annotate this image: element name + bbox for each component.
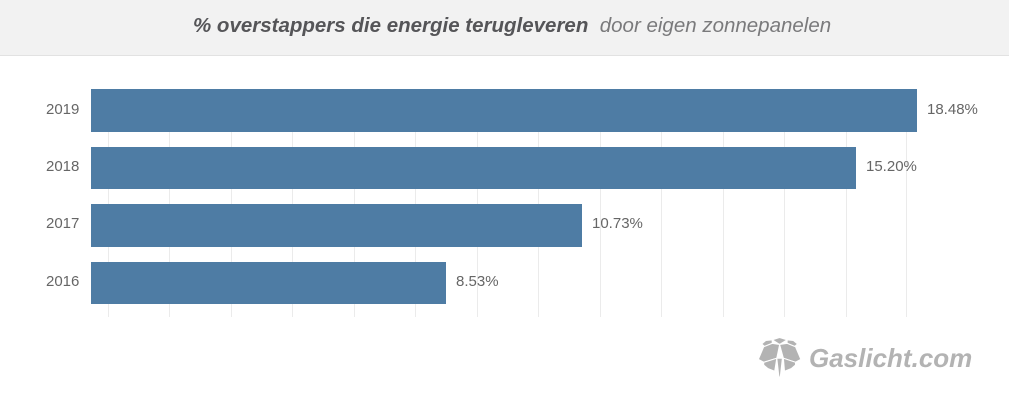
svg-text:Gaslicht.com: Gaslicht.com — [809, 343, 972, 373]
